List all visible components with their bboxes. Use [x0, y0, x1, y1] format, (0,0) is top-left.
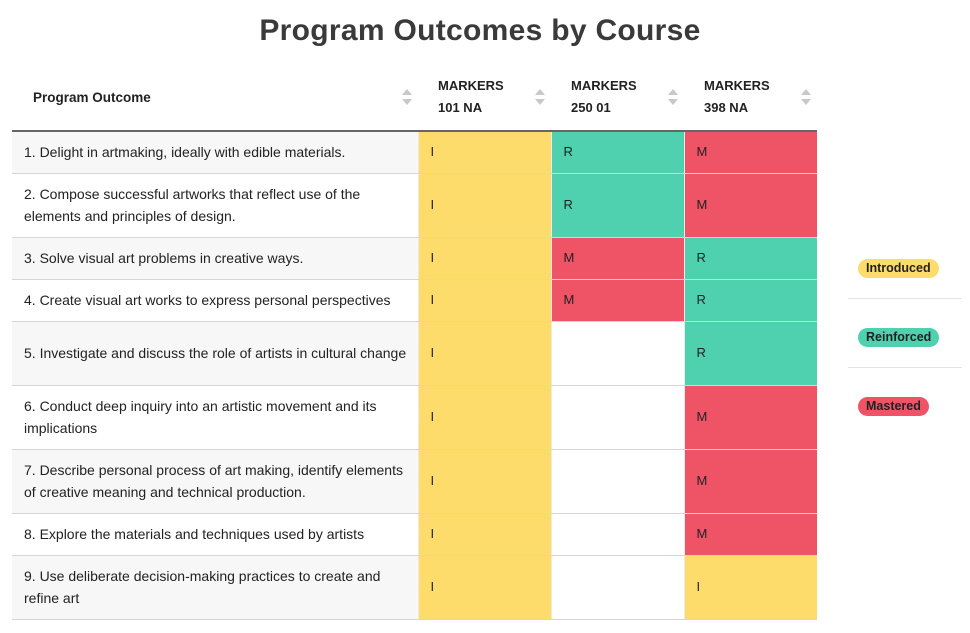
- column-header-line1: MARKERS: [704, 78, 770, 93]
- outcome-cell: 4. Create visual art works to express pe…: [12, 279, 418, 322]
- course-1-level-cell: I: [417, 555, 551, 620]
- outcome-cell: 5. Investigate and discuss the role of a…: [12, 321, 418, 386]
- course-3-level-cell: M: [683, 385, 817, 450]
- column-header-course-3[interactable]: MARKERS 398 NA: [684, 64, 817, 132]
- outcome-cell: 2. Compose successful artworks that refl…: [12, 173, 418, 238]
- sort-icon[interactable]: [535, 88, 545, 106]
- table-row: 7. Describe personal process of art maki…: [12, 449, 817, 514]
- outcome-cell: 6. Conduct deep inquiry into an artistic…: [12, 385, 418, 450]
- page-title: Program Outcomes by Course: [259, 14, 701, 47]
- column-header-line2: 398 NA: [704, 100, 749, 115]
- course-1-level-cell: I: [417, 173, 551, 238]
- table-row: 6. Conduct deep inquiry into an artistic…: [12, 385, 817, 450]
- table-row: 5. Investigate and discuss the role of a…: [12, 321, 817, 386]
- column-header-line1: MARKERS: [438, 78, 504, 93]
- course-3-level-cell: M: [683, 449, 817, 514]
- course-2-level-cell: [550, 321, 684, 386]
- sort-icon[interactable]: [668, 88, 678, 106]
- course-1-level-cell: I: [417, 279, 551, 322]
- outcome-cell: 3. Solve visual art problems in creative…: [12, 237, 418, 280]
- course-1-level-cell: I: [417, 131, 551, 174]
- table-header-row: Program Outcome MARKERS 101 NA MARKERS 2…: [12, 64, 817, 132]
- course-3-level-cell: M: [683, 173, 817, 238]
- course-3-level-cell: R: [683, 237, 817, 280]
- course-1-level-cell: I: [417, 513, 551, 556]
- legend-reinforced-badge: Reinforced: [858, 328, 940, 347]
- course-2-level-cell: R: [550, 131, 684, 174]
- course-3-level-cell: R: [683, 321, 817, 386]
- table-row: 3. Solve visual art problems in creative…: [12, 237, 817, 280]
- legend-mastered-badge: Mastered: [858, 397, 929, 416]
- table-row: 2. Compose successful artworks that refl…: [12, 173, 817, 238]
- course-2-level-cell: [550, 555, 684, 620]
- course-2-level-cell: [550, 513, 684, 556]
- outcome-cell: 9. Use deliberate decision-making practi…: [12, 555, 418, 620]
- course-2-level-cell: M: [550, 237, 684, 280]
- course-1-level-cell: I: [417, 321, 551, 386]
- table-row: 1. Delight in artmaking, ideally with ed…: [12, 131, 817, 174]
- course-2-level-cell: [550, 385, 684, 450]
- column-header-line1: MARKERS: [571, 78, 637, 93]
- table-row: 9. Use deliberate decision-making practi…: [12, 555, 817, 620]
- sort-icon[interactable]: [402, 88, 412, 106]
- column-header-program-outcome[interactable]: Program Outcome: [12, 64, 418, 132]
- course-2-level-cell: M: [550, 279, 684, 322]
- legend-section: Mastered: [848, 368, 962, 436]
- course-1-level-cell: I: [417, 237, 551, 280]
- course-3-level-cell: M: [683, 513, 817, 556]
- legend-section: Introduced: [848, 230, 962, 299]
- legend-section: Reinforced: [848, 299, 962, 368]
- table-row: 4. Create visual art works to express pe…: [12, 279, 817, 322]
- column-header-line2: 101 NA: [438, 100, 483, 115]
- table-row: 8. Explore the materials and techniques …: [12, 513, 817, 556]
- outcome-cell: 7. Describe personal process of art maki…: [12, 449, 418, 514]
- outcome-cell: 1. Delight in artmaking, ideally with ed…: [12, 131, 418, 174]
- course-3-level-cell: I: [683, 555, 817, 620]
- column-header-course-1[interactable]: MARKERS 101 NA: [418, 64, 551, 132]
- column-header-label: Program Outcome: [33, 89, 151, 105]
- course-3-level-cell: R: [683, 279, 817, 322]
- column-header-line2: 250 01: [571, 100, 611, 115]
- course-2-level-cell: R: [550, 173, 684, 238]
- legend: Introduced Reinforced Mastered: [848, 230, 962, 436]
- course-3-level-cell: M: [683, 131, 817, 174]
- course-1-level-cell: I: [417, 449, 551, 514]
- course-2-level-cell: [550, 449, 684, 514]
- column-header-course-2[interactable]: MARKERS 250 01: [551, 64, 684, 132]
- legend-introduced-badge: Introduced: [858, 259, 939, 278]
- outcomes-table: Program Outcome MARKERS 101 NA MARKERS 2…: [12, 64, 817, 620]
- outcome-cell: 8. Explore the materials and techniques …: [12, 513, 418, 556]
- sort-icon[interactable]: [801, 88, 811, 106]
- course-1-level-cell: I: [417, 385, 551, 450]
